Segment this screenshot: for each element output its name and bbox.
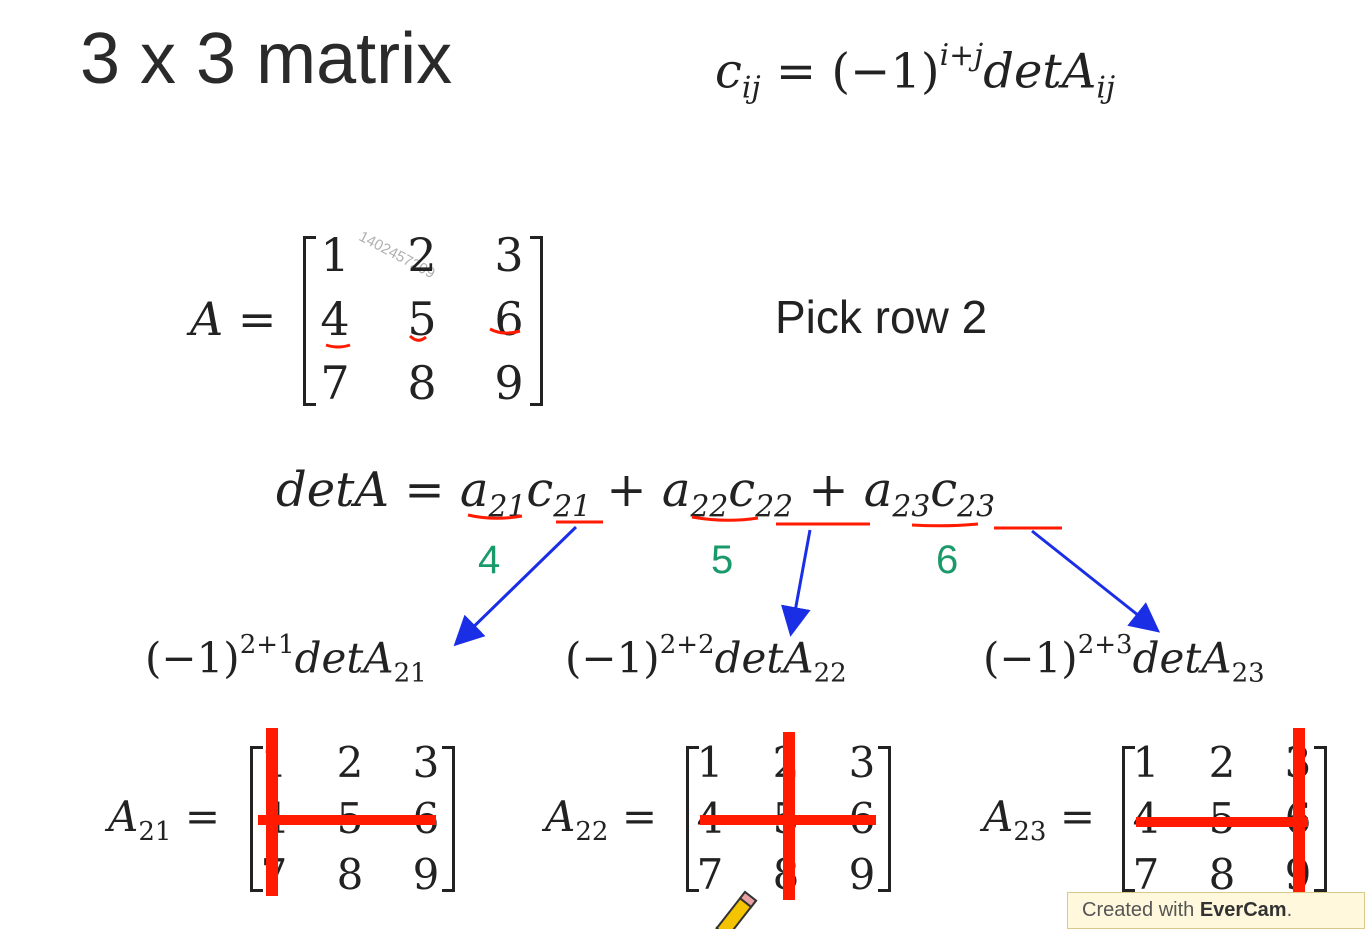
matrix-a-label: A = — [190, 292, 277, 346]
matrix-a-cell: 2 — [407, 228, 437, 282]
matrix-a-cell: 4 — [320, 292, 350, 346]
pick-row-text: Pick row 2 — [775, 291, 988, 343]
minor-a22-cell: 1 — [696, 738, 724, 787]
underline-a-row2-col3 — [489, 327, 521, 335]
minor-a23-cell: 8 — [1208, 850, 1236, 899]
minor-a22-cell: 9 — [848, 850, 876, 899]
matrix-a-cell: 1 — [320, 228, 350, 282]
matrix-a-cell: 8 — [407, 356, 437, 410]
minor-a21-left-bracket — [250, 746, 263, 892]
matrix-a-left-bracket — [303, 236, 316, 406]
underline-a-row2-col2 — [408, 334, 427, 342]
underline-a-row2-col1 — [325, 343, 351, 349]
entry-value-a22: 5 — [711, 538, 734, 582]
cofactor-term-22: (−1)2+2detA22 — [565, 630, 847, 689]
matrix-a-cell: 3 — [494, 228, 524, 282]
arrow-c22 — [781, 529, 812, 637]
matrix-a-cell: 9 — [494, 356, 524, 410]
minor-a22-label: A22 = — [545, 792, 658, 848]
pencil-cursor-icon — [712, 890, 758, 929]
minor-a21-cell: 8 — [336, 850, 364, 899]
cofactor-term-23: (−1)2+3detA23 — [983, 630, 1265, 689]
underline-a23 — [911, 522, 979, 528]
minor-a23-right-bracket — [1314, 746, 1327, 892]
underline-a22 — [691, 515, 759, 522]
minor-a22-left-bracket — [686, 746, 699, 892]
minor-a21-cell: 9 — [412, 850, 440, 899]
cofactor-term-21: (−1)2+1detA21 — [145, 630, 427, 689]
slide-title: 3 x 3 matrix — [80, 19, 453, 99]
matrix-a-cell: 7 — [320, 356, 350, 410]
underline-a21 — [467, 513, 523, 520]
minor-a22-cell: 3 — [848, 738, 876, 787]
minor-a22-cell: 7 — [696, 850, 724, 899]
minor-a23-left-bracket — [1122, 746, 1135, 892]
cofactor-formula: cij = (−1)i+jdetAij — [715, 38, 1116, 106]
minor-a23-cell: 7 — [1132, 850, 1160, 899]
evercam-badge: Created with EverCam. — [1067, 892, 1365, 929]
matrix-a-cell: 6 — [494, 292, 524, 346]
minor-a23-cell: 1 — [1132, 738, 1160, 787]
minor-a23-label: A23 = — [983, 792, 1096, 848]
minor-a21-cell: 2 — [336, 738, 364, 787]
arrow-c21 — [453, 525, 578, 647]
minor-a22-right-bracket — [878, 746, 891, 892]
arrow-c23 — [1031, 529, 1161, 633]
matrix-a-right-bracket — [530, 236, 543, 406]
minor-a21-right-bracket — [442, 746, 455, 892]
minor-a23-cell: 2 — [1208, 738, 1236, 787]
entry-value-a23: 6 — [936, 538, 959, 582]
entry-value-a21: 4 — [478, 538, 501, 582]
minor-a21-cell: 3 — [412, 738, 440, 787]
minor-a21-label: A21 = — [108, 792, 221, 848]
